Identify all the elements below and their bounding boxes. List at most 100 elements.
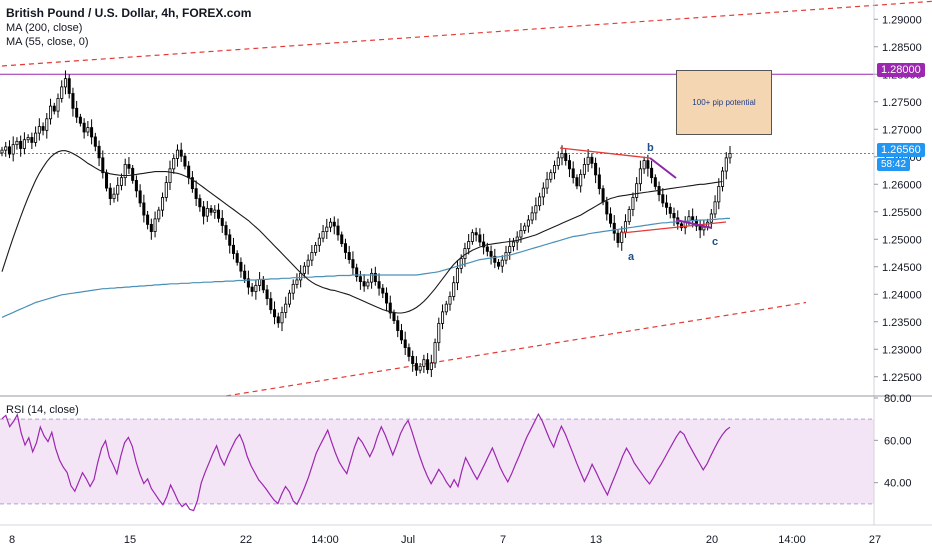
candle-body [482, 241, 486, 248]
candle-body [11, 144, 15, 155]
candle-body [609, 213, 613, 224]
candle-body [15, 140, 19, 146]
price-tick-label: 1.22500 [882, 372, 922, 384]
candle-body [198, 198, 202, 208]
candle-body [224, 225, 228, 236]
wave-label-c: c [712, 236, 719, 248]
candle-body [444, 303, 448, 313]
candle-body [668, 206, 672, 214]
candle-body [399, 330, 403, 341]
candle-body [511, 241, 515, 247]
candle-body [190, 177, 194, 190]
candle-body [452, 282, 456, 297]
candle-body [261, 278, 265, 291]
candle-body [601, 188, 605, 203]
candle-body [470, 232, 474, 242]
candle-body [86, 127, 90, 133]
candle-body [500, 259, 504, 267]
candle-body [119, 177, 123, 186]
candle-body [325, 226, 329, 232]
candle-body [672, 212, 676, 219]
rsi-line [1, 412, 731, 512]
candle-body [526, 219, 530, 227]
candle-body [370, 272, 374, 283]
candle-body [30, 137, 34, 143]
candle-body [336, 225, 340, 236]
candle-body [7, 146, 11, 155]
candle-body [433, 342, 437, 364]
time-tick-label: 7 [500, 534, 506, 546]
rsi-tick-label: 80.00 [884, 393, 912, 405]
time-tick-label: 20 [706, 534, 718, 546]
candle-body [254, 285, 258, 292]
price-tick-label: 1.27500 [882, 97, 922, 109]
candle-body [108, 187, 112, 199]
price-tick-label: 1.28500 [882, 42, 922, 54]
time-tick-label: 8 [9, 534, 15, 546]
candle-body [679, 223, 683, 229]
ma55-legend[interactable]: MA (55, close, 0) [6, 36, 89, 48]
candle-body [441, 311, 445, 324]
candle-body [269, 298, 273, 311]
candle-body [582, 164, 586, 175]
candle-body [82, 122, 86, 133]
wave-upper-line [559, 147, 651, 159]
candle-body [661, 194, 665, 204]
candle-body [403, 339, 407, 348]
candle-body [467, 241, 471, 249]
candle-body [273, 309, 277, 318]
candle-body [485, 246, 489, 252]
candle-body [724, 157, 728, 172]
candle-body [134, 179, 138, 192]
time-tick-label: 27 [869, 534, 881, 546]
candle-body [612, 222, 616, 234]
wave-b-segment [649, 157, 677, 179]
price-tick-label: 1.27000 [882, 124, 922, 136]
candle-body [19, 140, 23, 149]
candle-body [650, 167, 654, 179]
candle-body [575, 177, 579, 187]
candle-body [721, 170, 725, 187]
time-tick-label: 15 [124, 534, 136, 546]
candle-body [56, 98, 60, 112]
candle-body [138, 190, 142, 204]
candle-body [123, 164, 127, 179]
candle-body [276, 316, 280, 324]
rsi-legend[interactable]: RSI (14, close) [6, 404, 79, 416]
candle-body [597, 174, 601, 190]
candle-body [112, 193, 116, 199]
candle-body [635, 183, 639, 198]
candle-body [478, 234, 482, 243]
moving-averages [1, 150, 730, 318]
candle-body [265, 289, 269, 300]
chart-title: British Pound / U.S. Dollar, 4h, FOREX.c… [6, 6, 252, 20]
candle-body [291, 283, 295, 294]
candle-body [60, 86, 64, 99]
candle-body [209, 208, 213, 213]
candle-body [422, 359, 426, 367]
rsi-pane [0, 412, 874, 512]
candle-body [373, 272, 377, 283]
pip-potential-box[interactable]: 100+ pip potential [676, 70, 772, 135]
candle-body [553, 165, 557, 174]
candle-body [142, 202, 146, 216]
candle-body [493, 255, 497, 263]
candle-body [713, 201, 717, 215]
price-tick-label: 1.26000 [882, 179, 922, 191]
channel-lines [1, 0, 932, 397]
candle-body [22, 139, 26, 149]
candle-body [302, 265, 306, 274]
time-tick-label: 22 [240, 534, 252, 546]
ma200-legend[interactable]: MA (200, close) [6, 22, 83, 34]
candle-body [549, 172, 553, 180]
candle-body [355, 267, 359, 278]
candle-body [67, 78, 71, 94]
candle-body [519, 230, 523, 238]
candle-body [168, 168, 172, 184]
candle-body [239, 261, 243, 272]
candle-body [717, 186, 721, 203]
time-tick-label: 14:00 [311, 534, 339, 546]
candle-body [556, 157, 560, 166]
candle-body [231, 244, 235, 254]
